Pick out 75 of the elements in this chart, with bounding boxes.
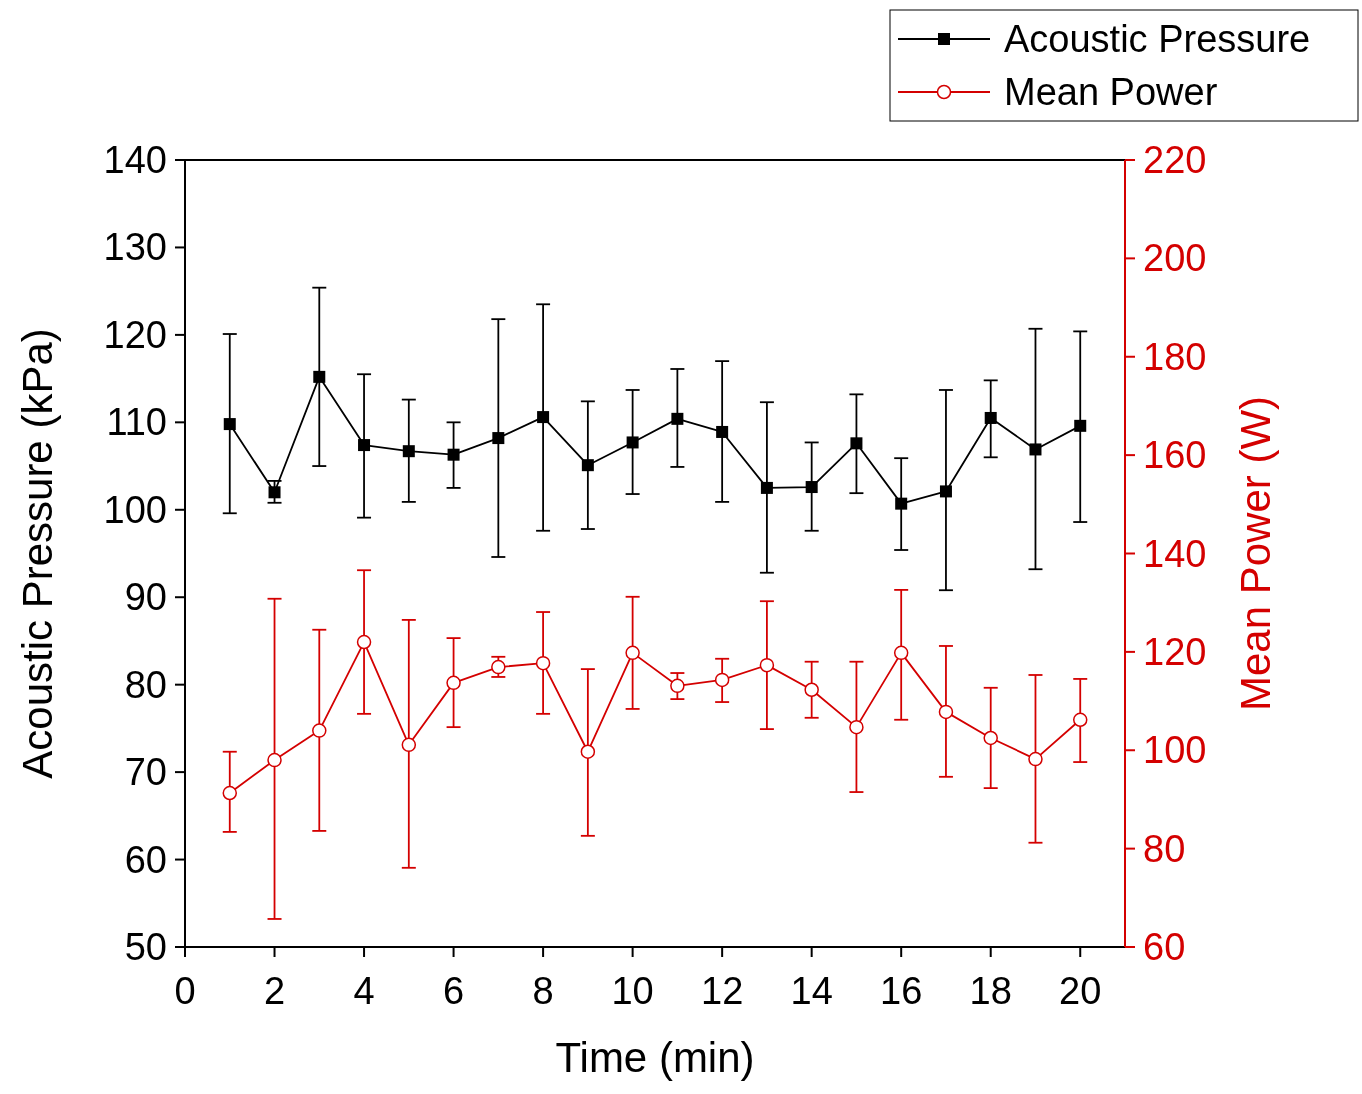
y-tick-label: 110	[106, 401, 167, 444]
x-tick-label: 4	[353, 970, 375, 1012]
point	[1072, 712, 1088, 727]
point	[850, 437, 863, 450]
y-tick-label: 50	[124, 926, 167, 968]
legend-label: Mean Power	[1004, 71, 1218, 113]
point	[358, 439, 371, 452]
point	[671, 412, 684, 425]
point	[895, 497, 908, 510]
x-tick-label: 12	[701, 970, 744, 1012]
x-tick-label: 2	[263, 970, 286, 1012]
x-tick-label: 0	[174, 970, 196, 1012]
y-tick-label: 140	[103, 139, 167, 181]
point	[805, 481, 818, 494]
point	[984, 411, 997, 424]
point	[1029, 443, 1042, 456]
x-tick-label: 20	[1059, 970, 1102, 1012]
x-tick-label: 18	[969, 970, 1012, 1012]
y-tick-label: 120	[103, 313, 167, 356]
y2-axis-title: Mean Power (W)	[1232, 395, 1279, 712]
y-axis-title: Acoustic Pressure (kPa)	[14, 328, 61, 779]
x-tick-label: 16	[880, 970, 923, 1012]
y-tick-label: 130	[103, 226, 167, 269]
point	[849, 719, 864, 735]
point	[983, 730, 998, 746]
y-tick-label: 80	[124, 663, 167, 706]
point	[356, 634, 372, 650]
legend-label: Acoustic Pressure	[1004, 18, 1311, 60]
point	[446, 675, 461, 691]
point	[760, 481, 773, 494]
point	[1028, 751, 1043, 767]
x-tick-label: 10	[611, 970, 654, 1012]
x-axis-title: Time (min)	[555, 1034, 755, 1081]
point	[492, 432, 505, 445]
point	[714, 672, 730, 688]
point	[716, 425, 729, 438]
point	[804, 682, 819, 697]
y2-tick-label: 80	[1143, 827, 1186, 870]
point	[222, 785, 238, 801]
point	[670, 678, 685, 694]
point	[313, 370, 326, 383]
point	[537, 411, 550, 424]
x-tick-label: 14	[790, 970, 833, 1012]
x-tick-label: 6	[443, 970, 465, 1012]
point	[938, 704, 954, 720]
y2-tick-label: 100	[1143, 729, 1207, 772]
point	[1074, 419, 1087, 432]
y-tick-label: 70	[124, 751, 167, 794]
y-tick-label: 100	[103, 488, 167, 531]
point	[625, 645, 640, 661]
point	[402, 445, 415, 458]
point	[312, 723, 327, 738]
point	[893, 645, 909, 661]
y2-tick-label: 140	[1143, 532, 1207, 575]
y2-tick-label: 220	[1143, 139, 1207, 181]
y-tick-label: 60	[124, 838, 167, 881]
point	[626, 436, 639, 449]
y2-tick-label: 160	[1143, 434, 1207, 477]
point	[223, 418, 236, 431]
y2-tick-label: 200	[1143, 237, 1207, 280]
point	[939, 485, 952, 498]
point	[447, 448, 460, 461]
point	[759, 657, 775, 673]
y-tick-label: 90	[124, 576, 167, 619]
y2-tick-label: 60	[1143, 926, 1186, 968]
point	[401, 737, 417, 753]
x-tick-label: 8	[532, 970, 554, 1012]
point	[535, 655, 551, 671]
y2-tick-label: 120	[1143, 630, 1207, 673]
point	[267, 752, 282, 768]
point	[268, 486, 281, 499]
point	[581, 459, 594, 472]
y2-tick-label: 180	[1143, 335, 1207, 378]
point	[580, 744, 596, 759]
point	[491, 659, 506, 675]
